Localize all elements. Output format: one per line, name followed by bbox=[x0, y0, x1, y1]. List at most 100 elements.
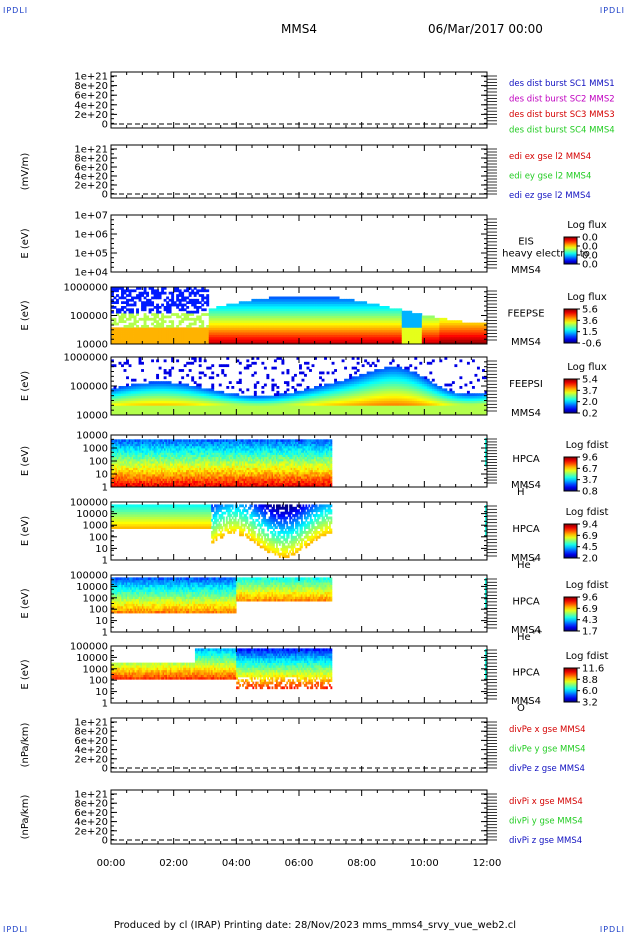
spectrogram-cell bbox=[321, 402, 325, 406]
spectrogram-cell bbox=[168, 334, 172, 338]
spectrogram-cell bbox=[131, 388, 134, 392]
spectrogram-cell bbox=[121, 393, 124, 397]
spectrogram-cell bbox=[158, 390, 162, 394]
spectrogram-cell bbox=[241, 405, 245, 409]
spectrogram-cell bbox=[451, 329, 455, 333]
spectrogram-cell bbox=[221, 364, 225, 368]
spectrogram-cell bbox=[424, 383, 428, 387]
spectrogram-cell bbox=[193, 317, 197, 321]
spectrogram-cell bbox=[379, 334, 383, 338]
spectrogram-cell bbox=[384, 310, 388, 314]
spectrogram-cell bbox=[188, 402, 192, 406]
spectrogram-cell bbox=[416, 386, 420, 389]
spectrogram-cell bbox=[253, 390, 257, 394]
spectrogram-cell bbox=[198, 383, 202, 387]
spectrogram-cell bbox=[123, 325, 127, 328]
spectrogram-cell bbox=[148, 381, 152, 384]
spectrogram-cell bbox=[131, 378, 134, 382]
spectrogram-cell bbox=[379, 332, 383, 335]
spectrogram-cell bbox=[283, 410, 287, 413]
spectrogram-cell bbox=[416, 393, 420, 397]
spectrogram-cell bbox=[201, 405, 205, 409]
spectrogram-cell bbox=[248, 339, 252, 343]
spectrogram-cell bbox=[136, 390, 139, 394]
spectrogram-cell bbox=[228, 308, 232, 312]
spectrogram-cell bbox=[446, 410, 450, 413]
spectrogram-cell bbox=[316, 388, 320, 392]
spectrogram-cell bbox=[366, 303, 370, 307]
spectrogram-cell bbox=[446, 393, 450, 397]
spectrogram-cell bbox=[386, 327, 390, 331]
spectrogram-cell bbox=[444, 357, 448, 360]
spectrogram-cell bbox=[299, 325, 302, 328]
spectrogram-cell bbox=[361, 388, 365, 392]
spectrogram-cell bbox=[331, 332, 335, 335]
spectrogram-cell bbox=[166, 339, 170, 343]
spectrogram-cell bbox=[181, 400, 185, 404]
spectrogram-cell bbox=[401, 393, 405, 397]
spectrogram-cell bbox=[386, 308, 390, 312]
spectrogram-cell bbox=[231, 341, 235, 345]
spectrogram-cell bbox=[356, 336, 360, 340]
spectrogram-cell bbox=[386, 310, 390, 314]
spectrogram-cell bbox=[364, 405, 368, 409]
spectrogram-cell bbox=[238, 371, 242, 375]
spectrogram-cell bbox=[306, 313, 310, 316]
spectrogram-cell bbox=[336, 336, 340, 340]
spectrogram-cell bbox=[266, 405, 270, 409]
spectrogram-cell bbox=[361, 393, 365, 397]
spectrogram-cell bbox=[173, 313, 177, 316]
spectrogram-cell bbox=[178, 320, 182, 324]
spectrogram-cell bbox=[336, 322, 340, 326]
spectrogram-cell bbox=[396, 320, 400, 324]
spectrogram-cell bbox=[356, 386, 360, 389]
spectrogram-cell bbox=[148, 386, 152, 389]
spectrogram-cell bbox=[406, 327, 410, 331]
spectrogram-cell bbox=[411, 376, 415, 380]
spectrogram-cell bbox=[346, 308, 350, 312]
spectrogram-cell bbox=[336, 381, 340, 384]
spectrogram-cell bbox=[461, 400, 465, 404]
spectrogram-cell bbox=[356, 383, 360, 387]
spectrogram-cell bbox=[299, 339, 302, 343]
spectrogram-cell bbox=[268, 313, 272, 316]
spectrogram-cell bbox=[206, 329, 210, 333]
spectrogram-cell bbox=[319, 398, 322, 401]
spectrogram-cell bbox=[399, 398, 403, 401]
spectrogram-cell bbox=[454, 398, 458, 401]
spectrogram-cell bbox=[166, 303, 170, 307]
spectrogram-cell bbox=[153, 325, 157, 328]
spectrogram-cell bbox=[429, 334, 433, 338]
spectrogram-cell bbox=[286, 410, 290, 413]
spectrogram-cell bbox=[196, 339, 200, 343]
spectrogram-cell bbox=[198, 357, 202, 360]
spectrogram-cell bbox=[394, 341, 398, 345]
spectrogram-cell bbox=[334, 313, 337, 316]
spectrogram-cell bbox=[191, 388, 195, 392]
spectrogram-cell bbox=[441, 398, 445, 401]
spectrogram-cell bbox=[376, 398, 380, 401]
spectrogram-cell bbox=[311, 301, 315, 305]
spectrogram-cell bbox=[329, 298, 332, 302]
spectrogram-cell bbox=[456, 327, 460, 331]
spectrogram-cell bbox=[226, 315, 230, 319]
spectrogram-cell bbox=[183, 298, 187, 302]
spectrogram-cell bbox=[366, 381, 370, 384]
spectrogram-cell bbox=[168, 320, 172, 324]
spectrogram-cell bbox=[278, 313, 282, 316]
spectrogram-cell bbox=[334, 317, 337, 321]
spectrogram-cell bbox=[366, 410, 370, 413]
spectrogram-cell bbox=[439, 388, 443, 392]
spectrogram-cell bbox=[211, 313, 215, 316]
spectrogram-cell bbox=[401, 371, 405, 375]
spectrogram-cell bbox=[228, 303, 232, 307]
spectrogram-cell bbox=[138, 332, 142, 335]
spectrogram-cell bbox=[451, 407, 455, 411]
spectrogram-cell bbox=[183, 332, 187, 335]
spectrogram-cell bbox=[211, 332, 215, 335]
spectrogram-cell bbox=[233, 303, 237, 307]
spectrogram-cell bbox=[188, 301, 192, 305]
spectrogram-cell bbox=[241, 339, 245, 343]
spectrogram-cell bbox=[236, 395, 240, 399]
spectrogram-cell bbox=[121, 395, 124, 399]
